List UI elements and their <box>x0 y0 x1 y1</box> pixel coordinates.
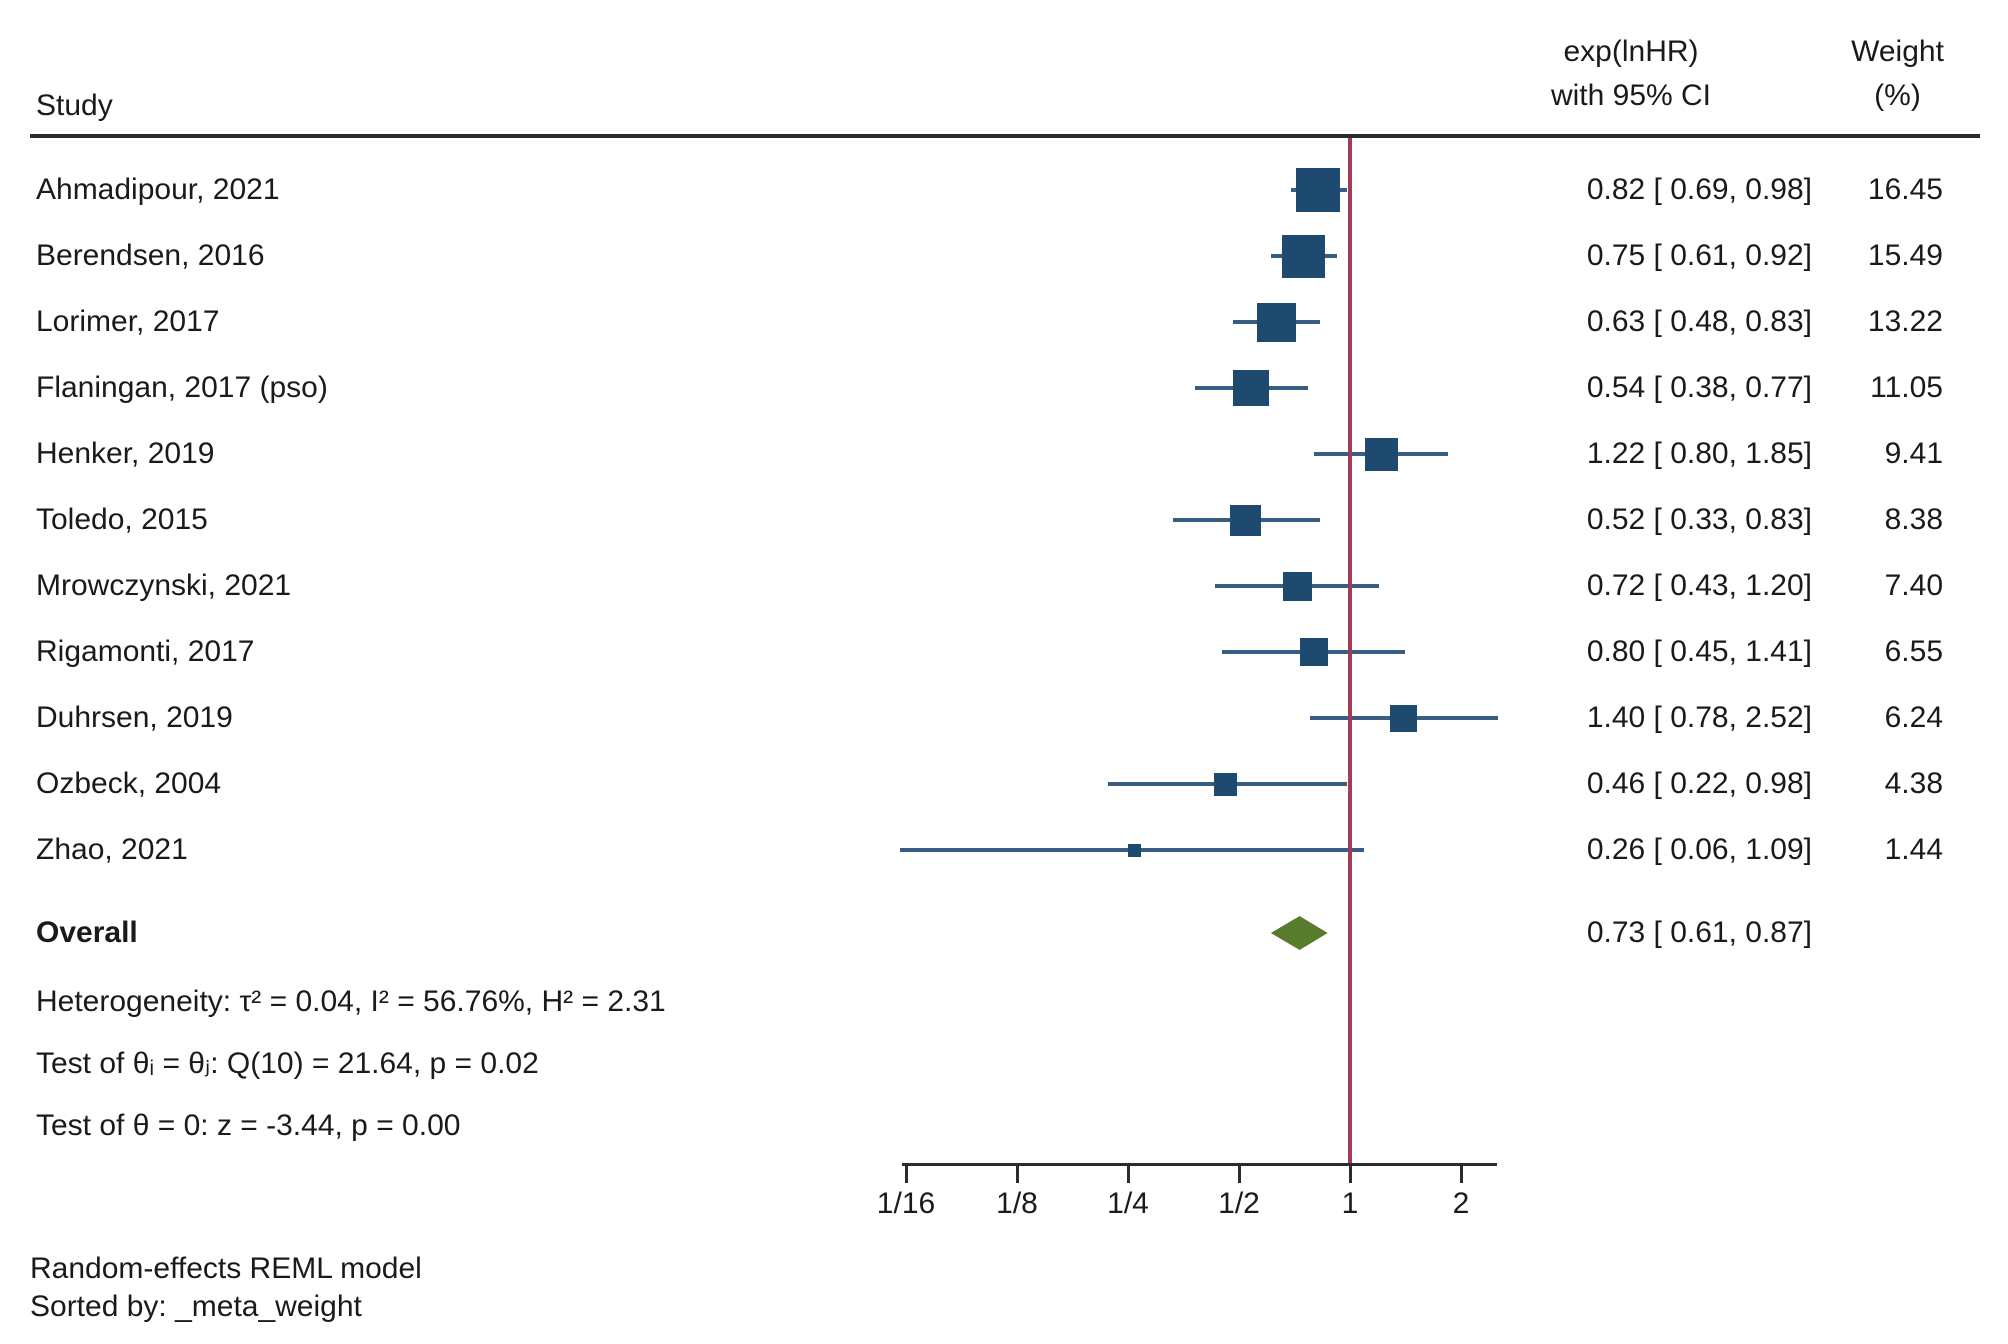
effect-column-header: exp(lnHR) with 95% CI <box>1450 30 1812 118</box>
model-note: Random-effects REML model <box>30 1252 422 1285</box>
study-label: Ozbeck, 2004 <box>36 767 222 800</box>
effect-ci-text: 0.72 [ 0.43, 1.20] <box>1586 569 1812 602</box>
effect-ci-text: 0.54 [ 0.38, 0.77] <box>1586 371 1812 404</box>
effect-ci-text: 1.22 [ 0.80, 1.85] <box>1586 437 1812 470</box>
effect-ci-text: 0.63 [ 0.48, 0.83] <box>1586 305 1812 338</box>
sort-note: Sorted by: _meta_weight <box>30 1290 362 1323</box>
study-label: Rigamonti, 2017 <box>36 635 255 668</box>
axis-tick-label: 1 <box>1341 1187 1359 1220</box>
effect-column-header-line1: exp(lnHR) <box>1563 35 1699 68</box>
axis-tick <box>1348 1163 1352 1183</box>
effect-ci-text: 0.75 [ 0.61, 0.92] <box>1586 239 1812 272</box>
footer-notes: Random-effects REML model Sorted by: _me… <box>30 1250 422 1326</box>
effect-column-header-line2: with 95% CI <box>1550 79 1712 112</box>
weight-text: 4.38 <box>1884 767 1943 800</box>
study-label: Berendsen, 2016 <box>36 239 265 272</box>
overall-diamond <box>1270 916 1328 950</box>
weight-text: 15.49 <box>1867 239 1943 272</box>
axis-tick <box>1126 1163 1130 1183</box>
study-label: Zhao, 2021 <box>36 833 188 866</box>
study-label: Henker, 2019 <box>36 437 215 470</box>
axis-tick-label: 1/4 <box>1107 1187 1149 1220</box>
axis-tick <box>1459 1163 1463 1183</box>
effect-marker <box>1300 638 1329 666</box>
study-label: Ahmadipour, 2021 <box>36 173 280 206</box>
weight-text: 6.24 <box>1884 701 1943 734</box>
weight-text: 7.40 <box>1884 569 1943 602</box>
axis-tick-label: 1/2 <box>1218 1187 1260 1220</box>
reference-line <box>1348 138 1352 1164</box>
effect-marker <box>1214 772 1238 796</box>
overall-effect-text: 0.73 [ 0.61, 0.87] <box>1586 916 1812 949</box>
effect-marker <box>1233 370 1270 406</box>
effect-marker <box>1229 504 1261 536</box>
effect-ci-text: 0.80 [ 0.45, 1.41] <box>1586 635 1812 668</box>
study-label: Lorimer, 2017 <box>36 305 220 338</box>
weight-text: 13.22 <box>1867 305 1943 338</box>
effect-marker <box>1390 704 1418 732</box>
overall-label: Overall <box>36 916 138 949</box>
study-label: Duhrsen, 2019 <box>36 701 233 734</box>
axis-tick <box>1015 1163 1019 1183</box>
axis-tick-label: 1/16 <box>876 1187 936 1220</box>
effect-marker <box>1127 843 1141 857</box>
effect-ci-text: 0.26 [ 0.06, 1.09] <box>1586 833 1812 866</box>
effect-marker <box>1282 571 1312 601</box>
weight-column-header-line2: (%) <box>1874 79 1921 112</box>
effect-marker <box>1296 168 1341 212</box>
weight-column-header-line1: Weight <box>1851 35 1944 68</box>
study-label: Flaningan, 2017 (pso) <box>36 371 328 404</box>
study-label: Mrowczynski, 2021 <box>36 569 292 602</box>
test-theta-zero-stats: Test of θ = 0: z = -3.44, p = 0.00 <box>36 1109 461 1142</box>
effect-ci-text: 0.52 [ 0.33, 0.83] <box>1586 503 1812 536</box>
weight-column-header: Weight (%) <box>1820 30 1975 118</box>
weight-text: 8.38 <box>1884 503 1943 536</box>
x-axis-line <box>902 1163 1497 1166</box>
effect-marker <box>1256 302 1296 342</box>
effect-marker <box>1365 437 1399 471</box>
axis-tick <box>1237 1163 1241 1183</box>
header-rule <box>30 134 1980 138</box>
weight-text: 11.05 <box>1870 371 1943 404</box>
axis-tick <box>904 1163 908 1183</box>
study-column-header: Study <box>36 89 113 122</box>
test-theta-ij-stats: Test of θᵢ = θⱼ: Q(10) = 21.64, p = 0.02 <box>36 1047 539 1080</box>
heterogeneity-stats: Heterogeneity: τ² = 0.04, I² = 56.76%, H… <box>36 985 666 1018</box>
weight-text: 16.45 <box>1867 173 1943 206</box>
axis-tick-label: 2 <box>1452 1187 1470 1220</box>
effect-ci-text: 1.40 [ 0.78, 2.52] <box>1586 701 1812 734</box>
effect-ci-text: 0.46 [ 0.22, 0.98] <box>1586 767 1812 800</box>
axis-tick-label: 1/8 <box>996 1187 1038 1220</box>
weight-text: 6.55 <box>1884 635 1943 668</box>
weight-text: 9.41 <box>1884 437 1943 470</box>
study-label: Toledo, 2015 <box>36 503 208 536</box>
effect-ci-text: 0.82 [ 0.69, 0.98] <box>1586 173 1812 206</box>
effect-marker <box>1282 234 1326 278</box>
weight-text: 1.44 <box>1884 833 1943 866</box>
